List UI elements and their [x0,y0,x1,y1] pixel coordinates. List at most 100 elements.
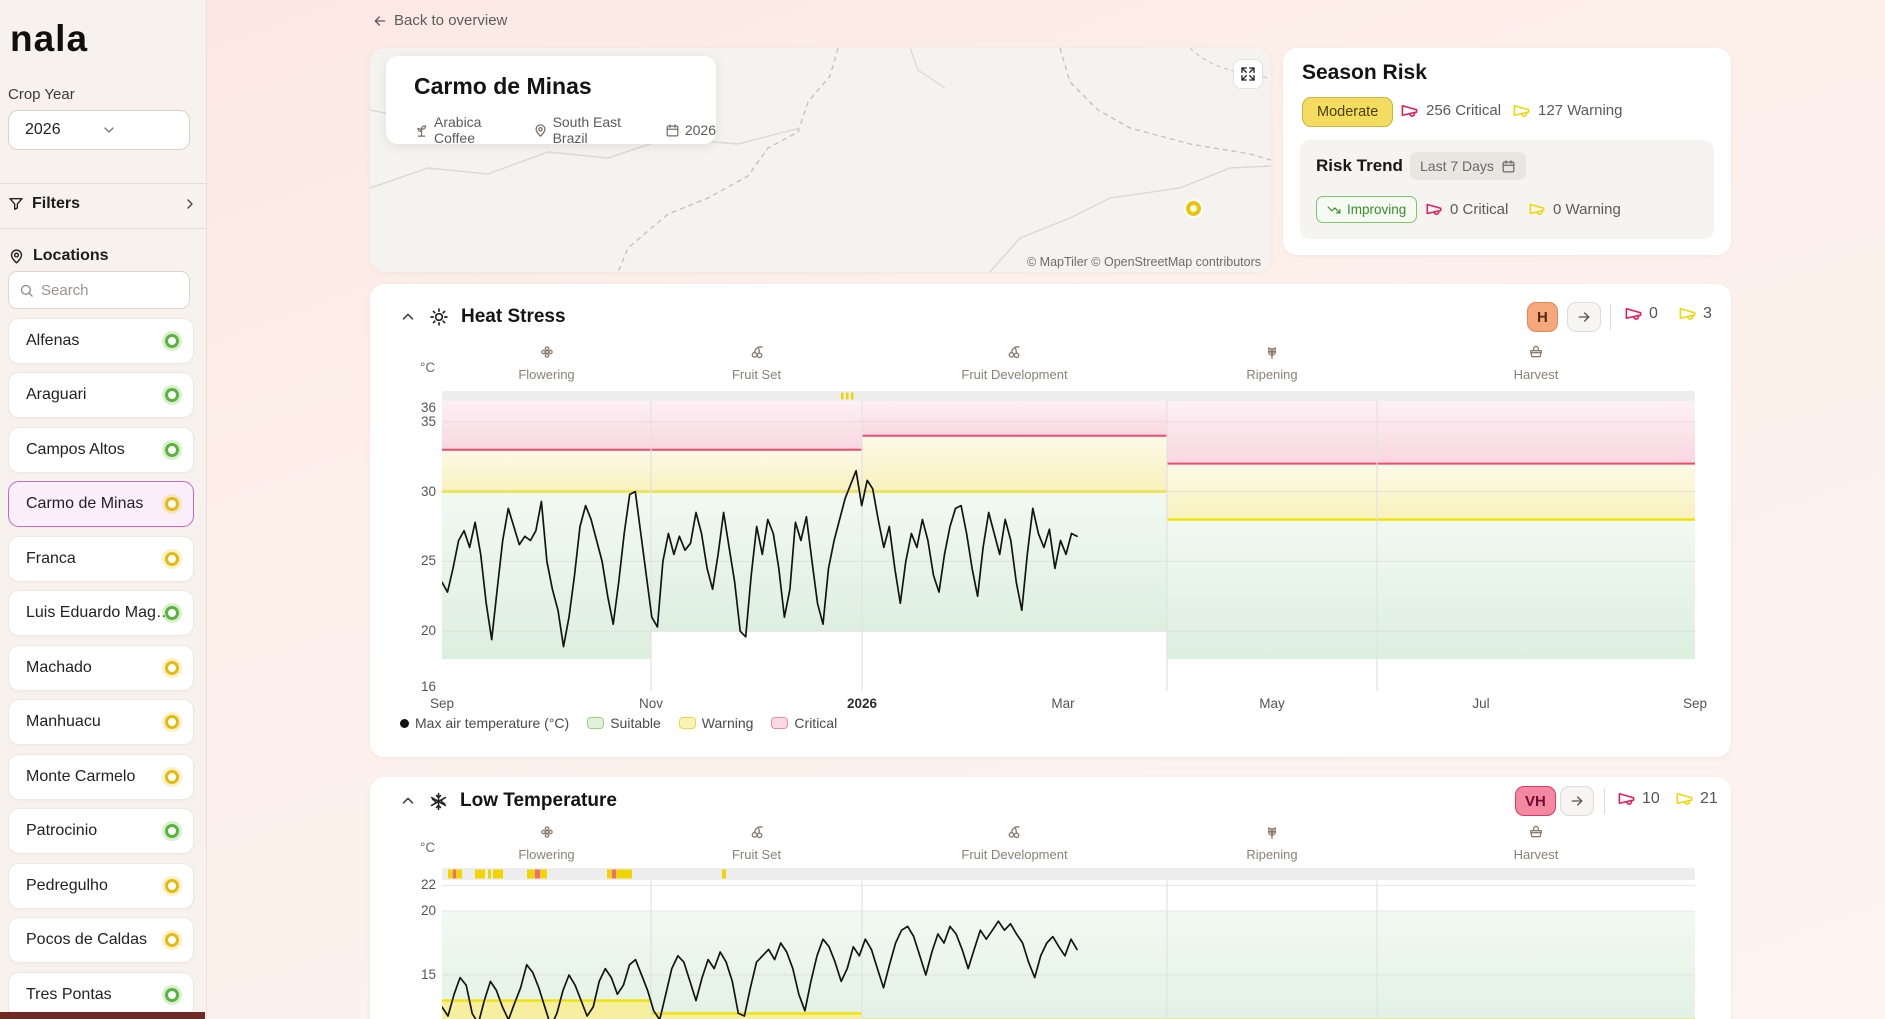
collapse-chevron-icon[interactable] [399,792,417,810]
low-next-button[interactable] [1560,786,1594,816]
x-tick-Sep: Sep [429,696,455,711]
phase-flowering: Flowering [467,824,627,862]
location-item-campos-altos[interactable]: Campos Altos [8,427,194,473]
location-name: Patrocinio [26,822,98,839]
critical-megaphone-icon [1624,304,1643,323]
location-item-franca[interactable]: Franca [8,536,194,582]
trend-status-badge: Improving [1316,196,1418,223]
phase-label: Fruit Set [731,847,782,862]
y-tick-35: 35 [420,413,436,429]
risk-level-badge: Moderate [1302,97,1394,127]
map-panel[interactable]: Carmo de Minas Arabica Coffee South East… [370,48,1271,272]
low-temperature-title: Low Temperature [460,790,617,811]
crop-meta: Arabica Coffee [414,114,517,146]
y-axis-unit: °C [420,840,436,855]
flower-icon [539,346,555,364]
warning-megaphone-icon [1675,789,1694,808]
legend-label: Suitable [610,715,661,731]
location-name: Luis Eduardo Mag… [26,604,165,621]
location-item-carmo-de-minas[interactable]: Carmo de Minas [8,481,194,527]
y-tick-20: 20 [420,903,436,918]
arrow-right-icon [1569,793,1585,809]
location-name: Campos Altos [26,441,125,458]
warning-count-label: 127 Warning [1538,102,1623,119]
crop-year-value: 2026 [25,121,61,138]
y-tick-22: 22 [420,877,436,893]
wheat-icon [1264,347,1280,364]
back-to-overview-link[interactable]: Back to overview [372,12,507,29]
x-tick-2026: 2026 [846,696,878,711]
location-name: Carmo de Minas [26,495,144,512]
legend-label: Critical [794,715,838,731]
phase-flowering: Flowering [467,344,627,382]
low-temperature-plot [442,868,1695,1019]
warning-megaphone-icon [1528,200,1546,218]
map-location-marker[interactable] [1186,201,1201,216]
filters-row[interactable]: Filters [8,191,198,217]
status-ring-green [165,388,179,402]
map-attribution: © MapTiler © OpenStreetMap contributors [1026,255,1261,269]
basket-icon [1528,825,1544,844]
location-name: Alfenas [26,332,80,349]
map-location-title: Carmo de Minas [414,73,592,99]
location-item-luis-eduardo-mag[interactable]: Luis Eduardo Mag… [8,590,194,636]
search-input[interactable] [41,281,171,299]
chevron-right-icon [182,196,198,212]
sun-icon [429,307,449,327]
phase-label: Fruit Development [961,847,1068,862]
location-name: Tres Pontas [26,986,112,1003]
y-tick-16: 16 [420,679,436,695]
trending-down-icon [1327,203,1341,217]
low-critical-value: 10 [1642,789,1660,807]
trend-period-selector[interactable]: Last 7 Days [1410,152,1526,180]
season-risk-title: Season Risk [1302,61,1427,84]
heat-severity-badge: H [1527,302,1558,332]
status-ring-green [165,606,179,620]
phase-label: Harvest [1513,367,1559,382]
phase-label: Ripening [1246,847,1298,862]
heat-next-button[interactable] [1567,302,1601,332]
phase-fruit-development: Fruit Development [934,344,1094,382]
location-item-alfenas[interactable]: Alfenas [8,318,194,364]
status-ring-green [165,824,179,838]
phase-harvest: Harvest [1456,344,1616,382]
heat-stress-plot [442,391,1695,691]
location-item-araguari[interactable]: Araguari [8,372,194,418]
location-item-pedregulho[interactable]: Pedregulho [8,863,194,909]
location-item-manhuacu[interactable]: Manhuacu [8,699,194,745]
location-name: Araguari [26,386,87,403]
location-item-monte-carmelo[interactable]: Monte Carmelo [8,754,194,800]
location-item-pocos-de-caldas[interactable]: Pocos de Caldas [8,917,194,963]
region-pin-icon [533,123,548,138]
map-fullscreen-button[interactable] [1233,59,1263,89]
phase-ripening: Ripening [1192,824,1352,862]
heat-warning-count: 3 [1678,304,1712,323]
basket-icon [1528,345,1544,364]
y-axis-unit: °C [420,360,436,375]
status-ring-yellow [165,497,179,511]
season-risk-panel: Season Risk Moderate 256 Critical 127 Wa… [1283,48,1731,255]
back-link-label: Back to overview [394,12,508,29]
collapse-chevron-icon[interactable] [399,308,417,326]
location-name: Pedregulho [26,877,108,894]
location-item-machado[interactable]: Machado [8,645,194,691]
crop-year-select[interactable]: 2026 [8,110,190,150]
legend-item: Critical [771,715,837,731]
phase-label: Harvest [1513,847,1559,862]
legend-swatch-pink [771,717,789,729]
expand-icon [1240,66,1256,82]
location-name: Manhuacu [26,713,101,730]
status-ring-yellow [165,770,179,784]
heat-critical-count: 0 [1624,304,1658,323]
crop-year-label: Crop Year [8,86,75,103]
legend-label: Max air temperature (°C) [415,715,570,731]
location-name: Monte Carmelo [26,768,136,785]
location-item-patrocinio[interactable]: Patrocinio [8,808,194,854]
legend-swatch-yellow [678,717,696,729]
phase-ripening: Ripening [1192,344,1352,382]
risk-trend-box: Risk Trend Last 7 Days Improving 0 Criti… [1300,140,1714,239]
critical-megaphone-icon [1425,200,1443,218]
phase-label: Flowering [518,847,575,862]
cherry-icon [749,346,765,364]
